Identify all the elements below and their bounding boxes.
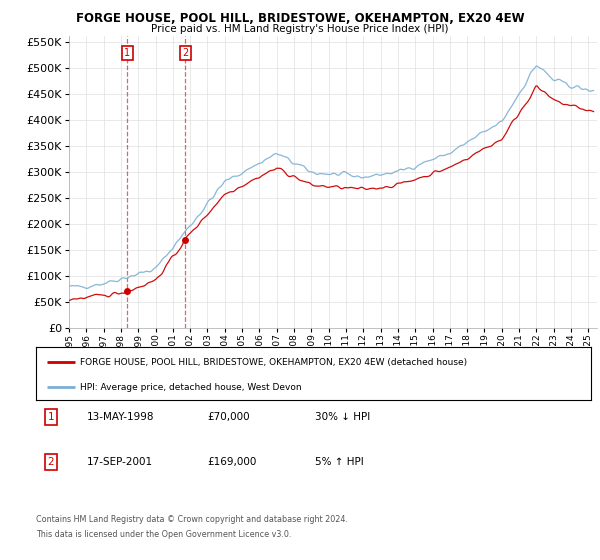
Text: 1: 1 [124, 48, 130, 58]
Text: 2: 2 [47, 457, 55, 467]
Text: 1: 1 [47, 412, 55, 422]
Text: FORGE HOUSE, POOL HILL, BRIDESTOWE, OKEHAMPTON, EX20 4EW: FORGE HOUSE, POOL HILL, BRIDESTOWE, OKEH… [76, 12, 524, 25]
Text: This data is licensed under the Open Government Licence v3.0.: This data is licensed under the Open Gov… [36, 530, 292, 539]
Text: 5% ↑ HPI: 5% ↑ HPI [315, 457, 364, 467]
Text: HPI: Average price, detached house, West Devon: HPI: Average price, detached house, West… [80, 382, 302, 391]
Text: £70,000: £70,000 [207, 412, 250, 422]
Text: 17-SEP-2001: 17-SEP-2001 [87, 457, 153, 467]
Text: Contains HM Land Registry data © Crown copyright and database right 2024.: Contains HM Land Registry data © Crown c… [36, 515, 348, 524]
Text: 2: 2 [182, 48, 188, 58]
Text: 13-MAY-1998: 13-MAY-1998 [87, 412, 155, 422]
Text: Price paid vs. HM Land Registry's House Price Index (HPI): Price paid vs. HM Land Registry's House … [151, 24, 449, 34]
Text: FORGE HOUSE, POOL HILL, BRIDESTOWE, OKEHAMPTON, EX20 4EW (detached house): FORGE HOUSE, POOL HILL, BRIDESTOWE, OKEH… [80, 358, 467, 367]
Text: £169,000: £169,000 [207, 457, 256, 467]
Text: 30% ↓ HPI: 30% ↓ HPI [315, 412, 370, 422]
